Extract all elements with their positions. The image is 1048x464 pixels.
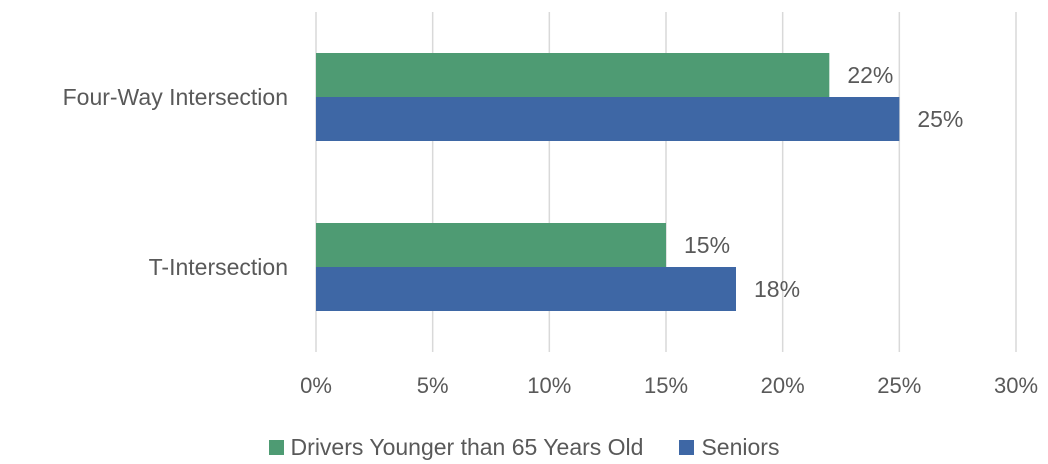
legend-label-younger: Drivers Younger than 65 Years Old	[290, 434, 644, 460]
category-label: Four-Way Intersection	[63, 84, 288, 110]
x-tick-label: 15%	[644, 373, 688, 398]
x-tick-label: 25%	[877, 373, 921, 398]
legend-swatch-seniors	[679, 440, 695, 455]
category-label: T-Intersection	[149, 254, 288, 280]
legend: Drivers Younger than 65 Years Old Senior…	[0, 434, 1048, 461]
category-labels: Four-Way Intersection T-Intersection	[63, 84, 288, 280]
x-tick-label: 20%	[761, 373, 805, 398]
x-axis-ticks: 0% 5% 10% 15% 20% 25% 30%	[300, 373, 1038, 398]
bars	[316, 53, 900, 311]
x-tick-label: 5%	[417, 373, 449, 398]
bar-data-label: 15%	[684, 232, 730, 258]
bar	[316, 267, 736, 311]
bar-data-label: 25%	[917, 106, 963, 132]
bar	[316, 53, 830, 97]
legend-item-seniors: Seniors	[679, 434, 779, 461]
bar	[316, 97, 900, 141]
legend-item-younger: Drivers Younger than 65 Years Old	[268, 434, 644, 461]
data-labels: 22% 25% 15% 18%	[684, 62, 963, 302]
bar-data-label: 22%	[847, 62, 893, 88]
bar	[316, 223, 666, 267]
x-tick-label: 10%	[527, 373, 571, 398]
x-tick-label: 30%	[994, 373, 1038, 398]
bar-data-label: 18%	[754, 276, 800, 302]
legend-label-seniors: Seniors	[701, 434, 780, 460]
legend-swatch-younger	[268, 440, 284, 455]
x-tick-label: 0%	[300, 373, 332, 398]
